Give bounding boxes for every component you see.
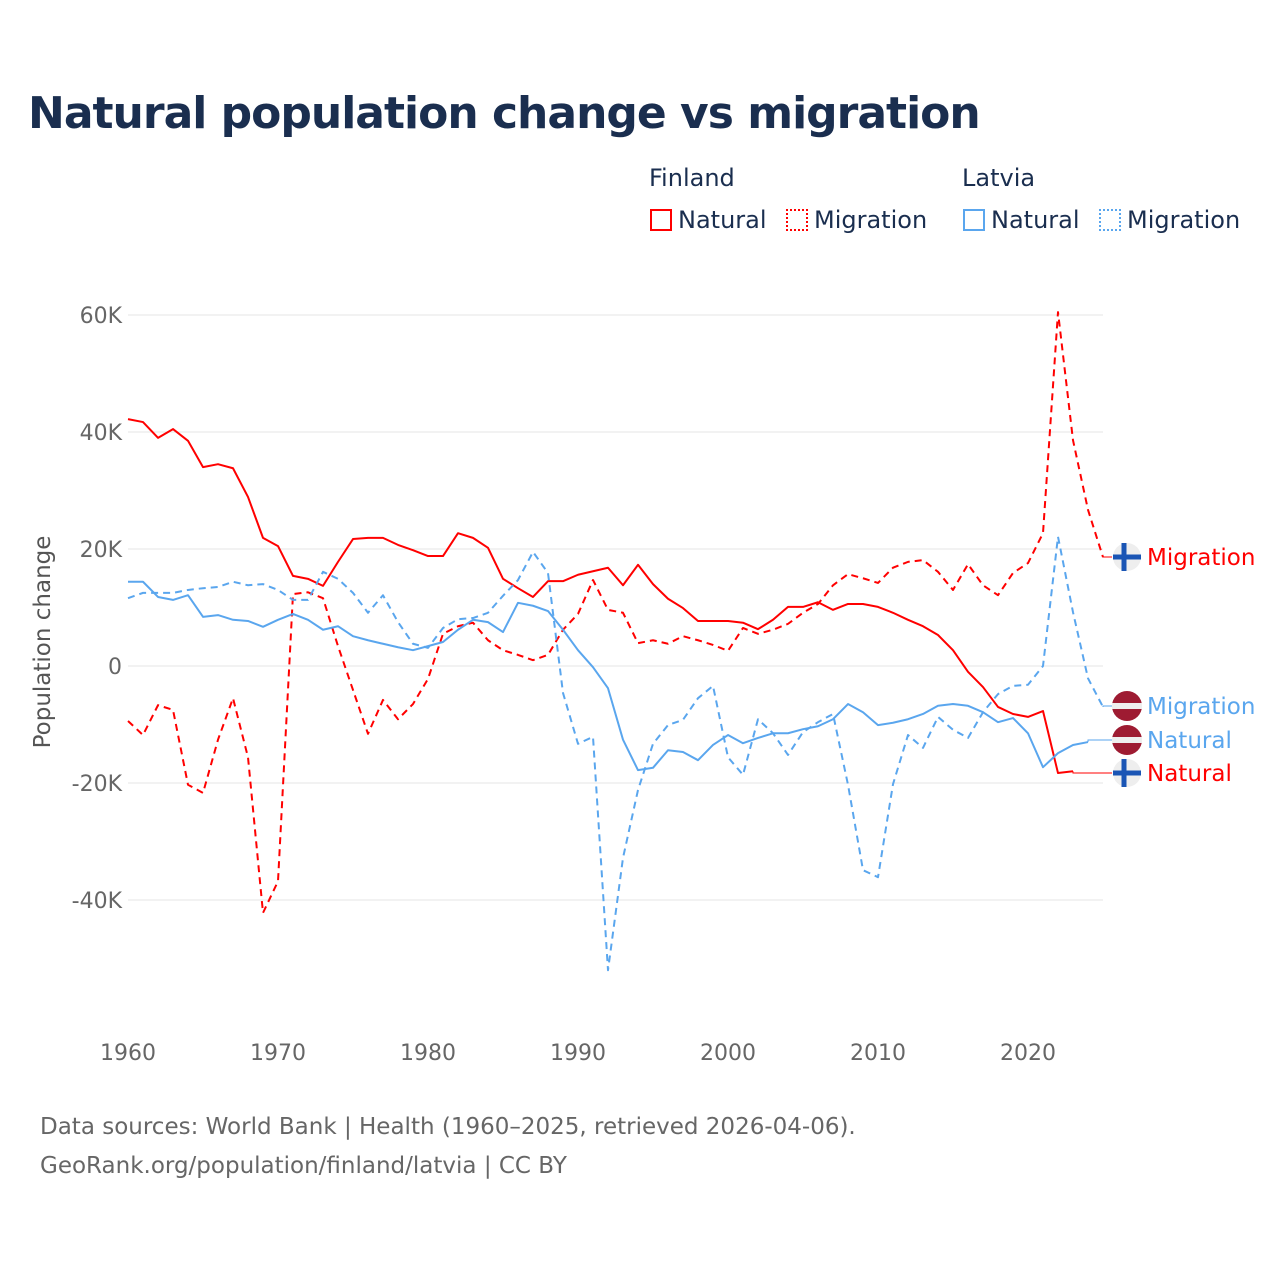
flag-cross-v (1121, 759, 1127, 787)
flag-cross-v (1121, 543, 1127, 571)
chart-title: Natural population change vs migration (28, 88, 981, 139)
y-tick-label: -20K (72, 772, 123, 797)
y-tick-label: 20K (80, 538, 123, 563)
flag-stripe (1112, 737, 1142, 743)
latvia-flag-icon (1112, 691, 1142, 721)
legend-label: Natural (991, 206, 1080, 234)
latvia-flag-icon (1112, 725, 1142, 755)
label-connector (1072, 771, 1112, 774)
label-connector (1102, 705, 1112, 707)
legend-swatch-dotted-red (786, 209, 808, 231)
x-tick-label: 1990 (550, 1041, 606, 1066)
series-line-finland-natural (127, 418, 1074, 775)
legend-swatch-solid-red (650, 209, 672, 231)
x-tick-label: 1960 (100, 1041, 156, 1066)
x-tick-label: 1970 (250, 1041, 306, 1066)
series-line-latvia-migration (127, 535, 1104, 972)
series-line-latvia-natural (128, 580, 1089, 772)
series-end-label-finland-migration: Migration (1147, 545, 1255, 571)
label-connector (1087, 739, 1112, 743)
legend-finland-migration[interactable]: Migration (786, 206, 927, 234)
x-tick-label: 2000 (700, 1041, 756, 1066)
y-tick-label: -40K (72, 889, 123, 914)
legend-swatch-dotted-blue (1099, 209, 1121, 231)
y-axis-label: Population change (30, 536, 56, 749)
source-line-1: Data sources: World Bank | Health (1960–… (40, 1114, 856, 1140)
legend-label: Migration (814, 206, 928, 234)
legend-group-latvia: Latvia (962, 164, 1036, 192)
series-end-label-latvia-migration: Migration (1147, 694, 1255, 720)
legend-label: Migration (1127, 206, 1241, 234)
finland-flag-icon (1113, 759, 1141, 787)
y-tick-label: 60K (80, 304, 123, 329)
source-line-2[interactable]: GeoRank.org/population/finland/latvia | … (40, 1153, 567, 1179)
series-end-label-latvia-natural: Natural (1147, 728, 1232, 754)
legend-finland-natural[interactable]: Natural (650, 206, 767, 234)
y-tick-label: 0 (108, 655, 122, 680)
flag-cross-h (1113, 554, 1141, 560)
source-note: Data sources: World Bank | Health (1960–… (40, 1108, 856, 1186)
x-tick-label: 2020 (1000, 1041, 1056, 1066)
plot-area: 60K 40K 20K 0 -20K -40K 1960 1970 1980 1990 2000 20… (30, 304, 1255, 1066)
flag-cross-h (1113, 770, 1141, 776)
legend-latvia-natural[interactable]: Natural (963, 206, 1080, 234)
finland-flag-icon (1113, 543, 1141, 571)
legend-swatch-solid-blue (963, 209, 985, 231)
x-tick-label: 1980 (400, 1041, 456, 1066)
legend-latvia-migration[interactable]: Migration (1099, 206, 1240, 234)
x-tick-label: 2010 (850, 1041, 906, 1066)
legend-group-finland: Finland (649, 164, 735, 192)
series-line-finland-migration (127, 311, 1104, 914)
legend-label: Natural (678, 206, 767, 234)
series-end-label-finland-natural: Natural (1147, 761, 1232, 787)
flag-stripe (1112, 703, 1142, 709)
y-tick-label: 40K (80, 421, 123, 446)
